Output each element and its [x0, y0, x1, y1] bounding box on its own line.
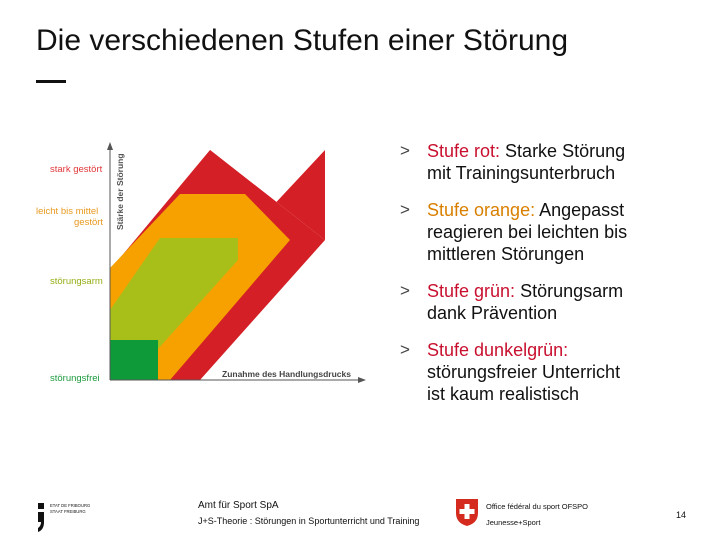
level-label-stoerungsarm: störungsarm	[50, 276, 103, 287]
bullet-red: > Stufe rot: Starke Störung mit Training…	[400, 140, 700, 184]
y-axis-label: Stärke der Störung	[115, 153, 125, 230]
bullet-text: Starke Störung	[500, 141, 626, 161]
footer: ETAT DE FRIBOURG STAAT FREIBURG Amt für …	[0, 490, 720, 540]
y-axis-arrow	[107, 142, 113, 150]
level-label-gestoert: gestört	[74, 217, 103, 228]
bullet-text-line2: mit Trainingsunterbruch	[427, 163, 616, 183]
swiss-cross-icon	[456, 499, 478, 526]
federal-office-name: Office fédéral du sport OFSPO	[486, 502, 588, 511]
logo-line-2: STAAT FREIBURG	[50, 509, 86, 514]
course-name: J+S-Theorie : Störungen in Sportunterric…	[198, 516, 420, 526]
slide-title: Die verschiedenen Stufen einer Störung	[36, 24, 569, 57]
level-description-list: > Stufe rot: Starke Störung mit Training…	[400, 140, 700, 405]
canton-fribourg-logo: ETAT DE FRIBOURG STAAT FREIBURG	[38, 503, 90, 532]
level-label-leicht: leicht bis mittel	[36, 206, 98, 217]
bullet-text-line2: störungsfreier Unterricht	[427, 362, 621, 382]
level-darkgreen-block	[110, 340, 158, 380]
bullet-text-line3: mittleren Störungen	[427, 244, 585, 264]
bullet-text-line2: reagieren bei leichten bis	[427, 222, 628, 242]
bullet-darkgreen: > Stufe dunkelgrün: störungsfreier Unter…	[400, 339, 700, 405]
bullet-text-line3: ist kaum realistisch	[427, 384, 580, 404]
bullet-orange: > Stufe orange: Angepasst reagieren bei …	[400, 199, 700, 265]
bullet-green: > Stufe grün: Störungsarm dank Präventio…	[400, 280, 700, 324]
x-axis-label: Zunahme des Handlungsdrucks	[222, 369, 351, 379]
bullet-text-line2: dank Prävention	[427, 303, 558, 323]
level-label-stoerungsfrei: störungsfrei	[50, 373, 100, 384]
chevron-right-icon: >	[400, 141, 410, 160]
title-underline	[36, 80, 66, 83]
chevron-right-icon: >	[400, 200, 410, 219]
bullet-text: Angepasst	[535, 200, 625, 220]
bullet-label: Stufe dunkelgrün:	[427, 340, 569, 360]
bullet-text: Störungsarm	[515, 281, 624, 301]
chevron-right-icon: >	[400, 281, 410, 300]
program-name: Jeunesse+Sport	[486, 518, 541, 527]
logo-line-1: ETAT DE FRIBOURG	[50, 503, 90, 508]
level-label-stark: stark gestört	[50, 164, 103, 175]
disturbance-levels-diagram: Stärke der Störung Zunahme des Handlungs…	[36, 142, 366, 384]
chevron-right-icon: >	[400, 340, 410, 359]
bullet-label: Stufe grün:	[427, 281, 516, 301]
org-name: Amt für Sport SpA	[198, 500, 279, 511]
bullet-label: Stufe orange:	[427, 200, 536, 220]
page-number: 14	[676, 510, 687, 520]
x-axis-arrow	[358, 377, 366, 383]
bullet-label: Stufe rot:	[427, 141, 501, 161]
